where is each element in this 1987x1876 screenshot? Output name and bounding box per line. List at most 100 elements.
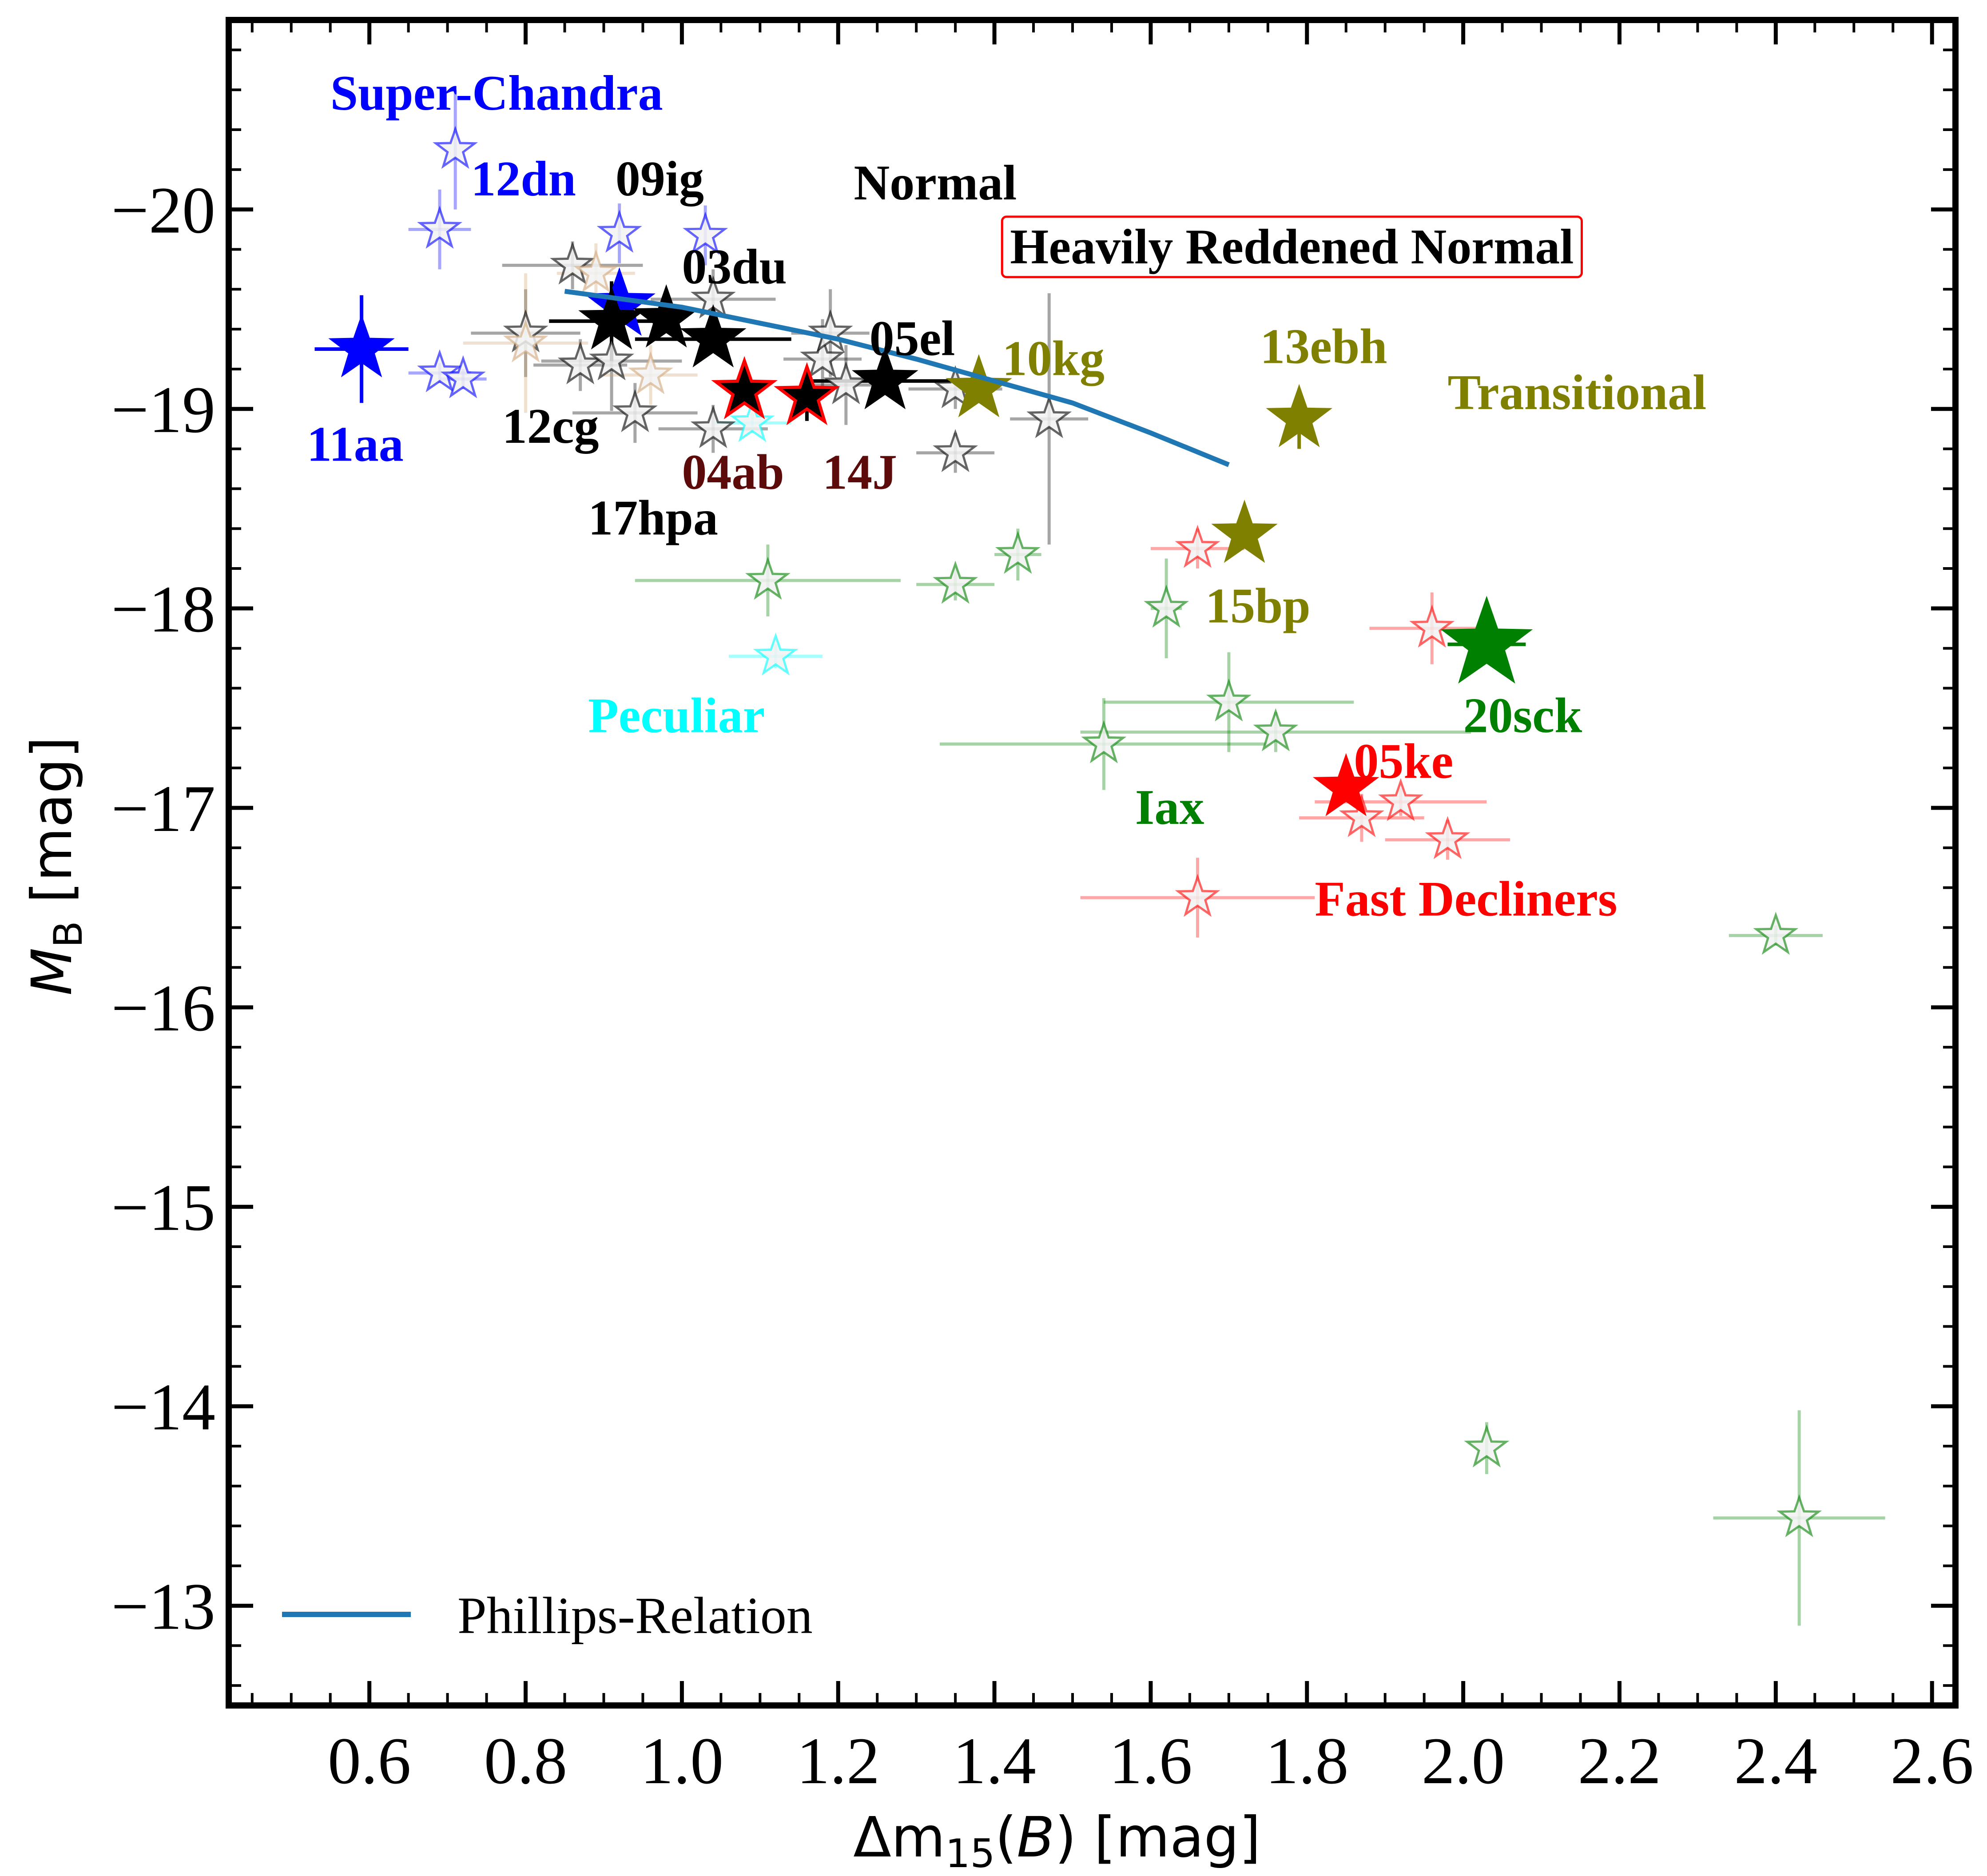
annotation-label: 17hpa	[588, 491, 718, 546]
x-axis-title-open: (	[995, 1805, 1017, 1870]
x-axis-title: Δm15(B) [mag]	[853, 1805, 1261, 1876]
comparison-star-point	[800, 335, 846, 378]
x-tick-label: 1.4	[953, 1724, 1036, 1798]
comparison-star-point	[417, 205, 463, 249]
y-tick-label: −14	[111, 1370, 215, 1444]
highlighted-star-20sck	[1440, 596, 1533, 684]
comparison-star-point	[1339, 794, 1384, 837]
x-tick-label: 1.0	[640, 1724, 724, 1798]
legend-label: Phillips-Relation	[457, 1586, 813, 1645]
comparison-star-point	[1206, 678, 1252, 722]
y-axis-title-unit: [mag]	[20, 736, 84, 921]
comparison-star-point	[612, 389, 658, 433]
annotation-label: 03du	[682, 239, 787, 294]
comparison-star-point	[440, 355, 486, 398]
annotation-label: 11aa	[307, 417, 404, 472]
x-tick-label: 2.4	[1734, 1724, 1818, 1798]
comparison-star-point	[1776, 1494, 1822, 1538]
comparison-star-point	[596, 210, 642, 253]
y-tick-label: −20	[111, 174, 215, 247]
phillips-relation-line	[564, 289, 1230, 467]
y-axis-title-subscript: B	[45, 921, 91, 947]
x-tick-labels: 0.6 0.8 1.0 1.2 1.4 1.6 1.8 2.0 2.2 2.4 2.6	[328, 1724, 1974, 1798]
annotation-label: 10kg	[1002, 331, 1105, 386]
annotation-label: 09ig	[616, 151, 704, 207]
plot-frame	[226, 17, 1959, 1709]
annotation-label: Transitional	[1447, 365, 1706, 420]
annotation-label: 04ab	[682, 445, 784, 500]
comparison-star-point	[433, 126, 478, 169]
comparison-star-point	[690, 405, 736, 449]
comparison-star-point	[745, 556, 791, 600]
x-axis-title-close: ) [mag]	[1055, 1805, 1261, 1870]
comparison-star-point	[1026, 395, 1072, 438]
y-tick-labels: −20 −19 −18 −17 −16 −15 −14 −13	[111, 174, 215, 1644]
highlighted-star-05ke	[1312, 753, 1379, 816]
highlighted-star-05el	[946, 354, 1012, 417]
legend: Phillips-Relation	[282, 1586, 813, 1645]
annotation-label: Normal	[854, 155, 1017, 211]
comparison-star-point	[1175, 874, 1220, 917]
comparison-star-point	[995, 530, 1041, 574]
comparison-star-point	[550, 241, 596, 285]
y-tick-label: −16	[111, 971, 215, 1045]
annotation-label: Super-Chandra	[330, 66, 663, 121]
comparison-star-point	[628, 351, 674, 394]
x-tick-label: 2.0	[1422, 1724, 1505, 1798]
annotation-label: Peculiar	[588, 688, 765, 743]
comparison-star-point	[1425, 816, 1470, 859]
annotation-label: 05ke	[1354, 734, 1453, 789]
boxed-annotation-label: Heavily Reddened Normal	[1010, 219, 1574, 274]
annotation-label: 05el	[870, 311, 955, 366]
x-tick-label: 1.6	[1109, 1724, 1192, 1798]
annotation-label: 13ebh	[1260, 319, 1387, 374]
comparison-star-point	[1253, 708, 1299, 751]
comparison-star-point	[1464, 1424, 1510, 1468]
y-tick-label: −18	[111, 572, 215, 646]
boxed-annotation-frame	[1001, 215, 1583, 278]
comparison-star-point	[1378, 778, 1423, 821]
highlighted-star-04ab	[711, 356, 778, 420]
comparison-star-point	[933, 429, 978, 472]
annotation-label: 15bp	[1205, 578, 1311, 633]
comparison-star-point	[589, 337, 635, 381]
x-tick-label: 1.8	[1265, 1724, 1349, 1798]
y-tick-label: −19	[111, 373, 215, 447]
comparison-star-point	[1144, 584, 1189, 628]
annotation-label: 12cg	[502, 399, 599, 454]
x-axis-title-variable: B	[1017, 1805, 1055, 1870]
comparison-star-point	[1175, 525, 1220, 568]
x-tick-label: 2.2	[1578, 1724, 1661, 1798]
x-tick-label: 1.2	[796, 1724, 880, 1798]
comparison-star-point	[1081, 720, 1127, 763]
highlighted-star-12cg	[680, 304, 747, 368]
comparison-star-point	[753, 632, 799, 676]
comparison-star-point	[933, 560, 978, 604]
comparison-star-point	[503, 319, 548, 362]
y-axis-title: MB [mag]	[20, 736, 91, 995]
annotation-label: Iax	[1135, 780, 1204, 835]
comparison-star-point	[573, 249, 619, 293]
x-tick-label: 2.6	[1890, 1724, 1974, 1798]
phillips-relation-curve	[564, 289, 1230, 467]
annotations: Super-Chandra 12dn 09ig Normal 03du 05el 10kg 1…	[307, 66, 1706, 926]
comparison-star-point	[807, 309, 853, 353]
x-tick-label: 0.8	[484, 1724, 568, 1798]
comparison-star-point	[417, 349, 463, 393]
x-tick-label: 0.6	[328, 1724, 411, 1798]
comparison-star-point	[557, 341, 603, 385]
x-axis-title-subscript: 15	[946, 1831, 995, 1876]
highlighted-star-13ebh	[1266, 384, 1333, 447]
highlighted-star-14J	[774, 362, 840, 425]
comparison-star-point	[1753, 911, 1799, 955]
comparison-star-point	[1409, 604, 1455, 648]
comparison-star-point	[729, 399, 775, 442]
highlighted-star-09ig	[578, 286, 645, 350]
annotation-label: 20sck	[1463, 688, 1582, 743]
major-ticks	[229, 20, 1955, 1705]
annotation-label: Fast Decliners	[1315, 872, 1617, 927]
comparison-star-point	[683, 211, 728, 255]
error-bars	[314, 90, 1885, 1626]
y-tick-label: −15	[111, 1171, 215, 1244]
